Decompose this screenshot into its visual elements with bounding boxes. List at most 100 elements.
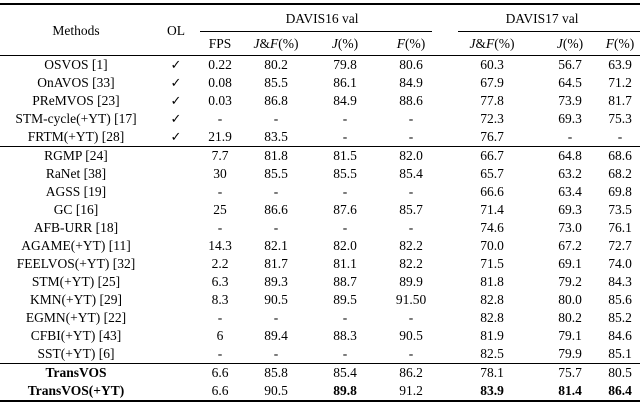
- table-header: Methods OL DAVIS16 val DAVIS17 val FPS J&…: [0, 4, 640, 56]
- table-row: TransVOS 6.6 85.8 85.4 86.2 78.1 75.7 80.5: [0, 363, 640, 382]
- value-cell: 91.50: [395, 292, 427, 307]
- value-cell: 86.1: [333, 75, 357, 90]
- table-row: STM-cycle(+YT) [17] ✓ - - - - 72.3 69.3 75.3: [0, 110, 640, 128]
- value-cell: 63.9: [608, 57, 632, 72]
- table-row: OSVOS [1] ✓ 0.22 80.2 79.8 80.6 60.3 56.7 63.9: [0, 56, 640, 75]
- value-cell: -: [273, 111, 279, 126]
- value-cell: -: [273, 220, 279, 235]
- value-cell: 89.5: [333, 292, 357, 307]
- value-cell: 72.7: [608, 238, 632, 253]
- method-cell: CFBI(+YT) [43]: [30, 328, 122, 343]
- value-cell: 30: [213, 166, 227, 181]
- value-cell: 80.5: [600, 363, 640, 382]
- value-cell: -: [342, 184, 348, 199]
- value-cell: 81.4: [558, 383, 582, 398]
- value-cell: 69.1: [558, 256, 582, 271]
- value-cell: -: [217, 111, 223, 126]
- table-row: STM(+YT) [25] 6.3 89.3 88.7 89.9 81.8 79.2 84.3: [0, 273, 640, 291]
- value-cell: 85.1: [608, 346, 632, 361]
- value-cell: 83.5: [264, 129, 288, 144]
- ol-cell: ✓: [152, 92, 200, 110]
- value-cell: 85.5: [333, 166, 357, 181]
- value-cell: 89.8: [333, 383, 357, 398]
- value-cell: -: [408, 310, 414, 325]
- ol-cell: [152, 309, 200, 327]
- value-cell: 71.4: [480, 202, 504, 217]
- value-cell: 82.2: [399, 256, 423, 271]
- value-cell: 21.9: [208, 129, 232, 144]
- value-cell: 88.6: [399, 93, 423, 108]
- value-cell: 76.7: [480, 129, 504, 144]
- method-cell: SST(+YT) [6]: [37, 346, 115, 361]
- method-cell: GC [16]: [53, 202, 99, 217]
- davis17-group-label: DAVIS17 val: [505, 11, 579, 26]
- value-cell: 70.0: [480, 238, 504, 253]
- table-row: AGSS [19] - - - - 66.6 63.4 69.8: [0, 183, 640, 201]
- value-cell: -: [217, 346, 223, 361]
- col-header-jf-davis17: J&F(%): [469, 36, 515, 51]
- value-cell: 90.5: [264, 292, 288, 307]
- method-cell: RGMP [24]: [0, 146, 152, 165]
- value-cell: 73.9: [558, 93, 582, 108]
- value-cell: 86.8: [264, 93, 288, 108]
- table-body: OSVOS [1] ✓ 0.22 80.2 79.8 80.6 60.3 56.7 63.9 On…: [0, 56, 640, 402]
- col-header-ol: OL: [167, 22, 185, 38]
- value-cell: 72.3: [480, 111, 504, 126]
- value-cell: 76.1: [608, 220, 632, 235]
- method-cell: PReMVOS [23]: [32, 93, 120, 108]
- col-group-davis16: DAVIS16 val: [200, 4, 444, 32]
- value-cell: 87.6: [333, 202, 357, 217]
- value-cell: 63.2: [558, 166, 582, 181]
- method-cell: AGAME(+YT) [11]: [21, 238, 131, 253]
- table-row: EGMN(+YT) [22] - - - - 82.8 80.2 85.2: [0, 309, 640, 327]
- value-cell: 0.22: [208, 57, 232, 72]
- col-header-f-davis17: F(%): [605, 36, 635, 51]
- table-row: RGMP [24] 7.7 81.8 81.5 82.0 66.7 64.8 68.6: [0, 146, 640, 165]
- value-cell: 79.8: [333, 57, 357, 72]
- value-cell: 80.2: [264, 57, 288, 72]
- value-cell: 75.7: [540, 363, 601, 382]
- value-cell: 73.0: [558, 220, 582, 235]
- value-cell: 68.2: [608, 166, 632, 181]
- value-cell: 80.2: [558, 310, 582, 325]
- value-cell: 66.6: [480, 184, 504, 199]
- value-cell: 89.4: [264, 328, 288, 343]
- col-header-j-davis17: J(%): [556, 36, 584, 51]
- value-cell: 25: [213, 202, 227, 217]
- ol-cell: [152, 291, 200, 309]
- value-cell: 82.2: [399, 238, 423, 253]
- value-cell: 82.0: [333, 238, 357, 253]
- value-cell: 79.1: [558, 328, 582, 343]
- col-header-f-davis16: F(%): [396, 36, 426, 51]
- davis17-group-rule: [458, 31, 640, 32]
- value-cell: -: [217, 184, 223, 199]
- value-cell: 84.9: [333, 93, 357, 108]
- value-cell: -: [408, 346, 414, 361]
- value-cell: -: [273, 310, 279, 325]
- value-cell: 82.8: [480, 310, 504, 325]
- value-cell: 86.2: [378, 363, 445, 382]
- value-cell: 85.6: [608, 292, 632, 307]
- value-cell: 6.6: [211, 383, 229, 398]
- value-cell: 67.2: [558, 238, 582, 253]
- method-cell: OSVOS [1]: [44, 57, 108, 72]
- table-row: CFBI(+YT) [43] 6 89.4 88.3 90.5 81.9 79.1 84.6: [0, 327, 640, 345]
- davis16-group-rule: [200, 31, 433, 32]
- value-cell: 85.2: [608, 310, 632, 325]
- col-header-j-davis16: J(%): [331, 36, 359, 51]
- value-cell: 86.6: [264, 202, 288, 217]
- ol-cell: [152, 183, 200, 201]
- value-cell: 67.9: [480, 75, 504, 90]
- value-cell: 7.7: [200, 146, 240, 165]
- col-header-fps: FPS: [208, 36, 232, 51]
- value-cell: 8.3: [211, 292, 229, 307]
- value-cell: 90.5: [264, 383, 288, 398]
- value-cell: 81.7: [608, 93, 632, 108]
- value-cell: -: [342, 346, 348, 361]
- ol-cell: [152, 363, 200, 382]
- results-table: Methods OL DAVIS16 val DAVIS17 val FPS J&…: [0, 3, 640, 402]
- value-cell: 85.5: [264, 166, 288, 181]
- value-cell: -: [567, 129, 573, 144]
- value-cell: 89.9: [399, 274, 423, 289]
- value-cell: 82.5: [480, 346, 504, 361]
